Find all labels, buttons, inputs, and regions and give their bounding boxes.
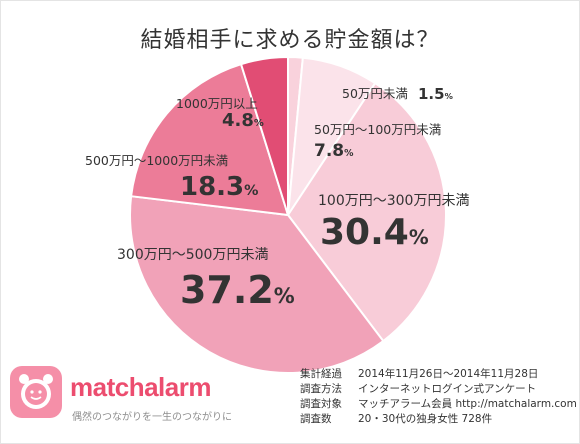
matchalarm-logo: matchalarm 偶然のつながりを一生のつながりに bbox=[10, 366, 250, 426]
survey-key: 集計経過 bbox=[300, 368, 342, 380]
pie-slice-5 bbox=[239, 55, 289, 216]
slice-label-100-300man: 100万円～300万円未満 bbox=[318, 193, 470, 209]
pie-slice-2 bbox=[286, 81, 447, 343]
survey-value: マッチアラーム会員 http://matchalarm.com bbox=[358, 398, 577, 410]
survey-row: 調査対象 マッチアラーム会員 http://matchalarm.com bbox=[300, 398, 577, 413]
survey-value: 20・30代の独身女性 728件 bbox=[358, 413, 493, 425]
survey-row: 調査方法 インターネットログイン式アンケート bbox=[300, 383, 577, 398]
slice-value-over-1000man: 4.8% bbox=[222, 110, 264, 131]
slice-label-50-100man: 50万円～100万円未満 bbox=[314, 122, 442, 137]
survey-info-table: 集計経過 2014年11月26日～2014年11月28日 調査方法 インターネッ… bbox=[300, 368, 577, 428]
slice-label-300-500man: 300万円～500万円未満 bbox=[117, 247, 269, 263]
pie-slice-3 bbox=[129, 195, 385, 374]
slice-value-50-100man: 7.8% bbox=[314, 141, 354, 161]
slice-value-under-50man: 1.5% bbox=[418, 85, 453, 103]
survey-row: 調査数 20・30代の独身女性 728件 bbox=[300, 413, 577, 428]
logo-tagline: 偶然のつながりを一生のつながりに bbox=[72, 412, 232, 423]
slice-label-over-1000man: 1000万円以上 bbox=[176, 96, 258, 111]
slice-value-300-500man: 37.2% bbox=[180, 268, 295, 312]
chart-title: 結婚相手に求める貯金額は？ bbox=[140, 28, 440, 53]
survey-key: 調査数 bbox=[300, 413, 332, 425]
slice-label-500-1000man: 500万円～1000万円未満 bbox=[85, 153, 229, 168]
logo-wordmark: matchalarm bbox=[70, 372, 211, 402]
slice-value-100-300man: 30.4% bbox=[320, 212, 429, 253]
alarm-clock-icon bbox=[10, 366, 62, 418]
survey-value: インターネットログイン式アンケート bbox=[358, 383, 537, 395]
survey-value: 2014年11月26日～2014年11月28日 bbox=[358, 368, 539, 380]
survey-row: 集計経過 2014年11月26日～2014年11月28日 bbox=[300, 368, 577, 383]
pie-slice-4 bbox=[130, 62, 290, 217]
slice-value-500-1000man: 18.3% bbox=[180, 172, 259, 202]
slice-label-under-50man: 50万円未満 bbox=[342, 86, 408, 101]
survey-key: 調査方法 bbox=[300, 383, 342, 395]
survey-key: 調査対象 bbox=[300, 398, 342, 410]
